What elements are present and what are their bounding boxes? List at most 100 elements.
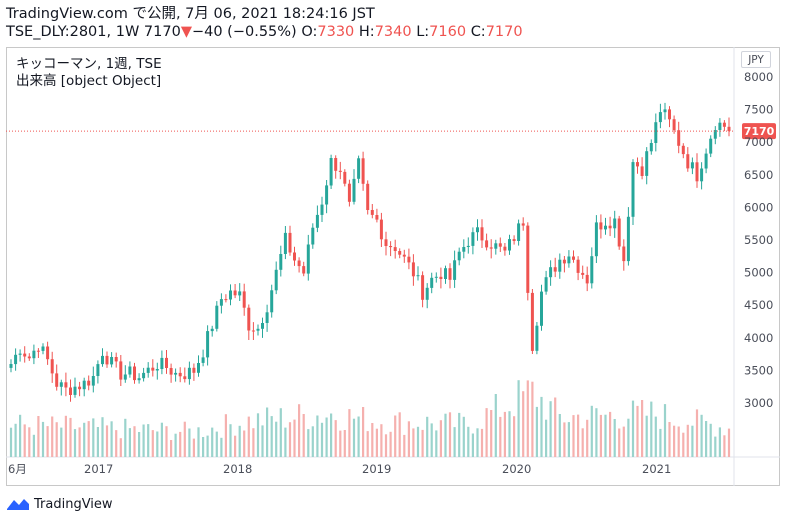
volume-bar (718, 427, 721, 457)
volume-bar (572, 415, 575, 457)
volume-bar (316, 415, 319, 457)
candle-body (672, 119, 676, 131)
volume-bar (133, 426, 136, 457)
candle-body (658, 112, 662, 123)
candle-body (480, 227, 484, 241)
volume-bar (407, 421, 410, 457)
volume-bar (105, 425, 109, 457)
candle-body (201, 357, 205, 363)
candle-body (64, 382, 68, 388)
volume-bar (545, 419, 548, 457)
candle-body (288, 232, 292, 253)
volume-bar (101, 417, 104, 457)
y-tick-label: 7000 (744, 135, 773, 149)
candle-body (137, 378, 141, 381)
candle-body (178, 372, 182, 377)
volume-bar (83, 422, 86, 457)
candle-body (608, 225, 612, 229)
candle-body (649, 143, 653, 152)
volume-bar (439, 420, 442, 457)
candle-body (430, 277, 434, 288)
candle-body (613, 218, 617, 229)
candle-body (229, 290, 232, 300)
candle-body (105, 355, 109, 365)
candle-body (261, 323, 264, 329)
change-down-arrow-icon: ▼ (180, 24, 192, 40)
candle-body (677, 130, 681, 146)
candle-body (654, 122, 658, 143)
x-tick-label: 2018 (223, 462, 252, 476)
y-tick-label: 4500 (744, 298, 773, 312)
candle-body (32, 350, 36, 359)
currency-badge[interactable]: JPY (741, 51, 771, 68)
candle-body (700, 168, 704, 182)
volume-bar (293, 419, 296, 457)
candle-body (384, 239, 388, 246)
chart-canvas[interactable]: 7170 3000 3500 4000 4500 5000 5500 6000 6500 7000… (6, 47, 780, 486)
volume-bar (595, 408, 598, 457)
y-tick-label: 3500 (744, 363, 773, 377)
candle-body (590, 256, 594, 284)
candle-body (361, 158, 365, 184)
volume-bar (503, 411, 506, 457)
volume-bar (46, 426, 49, 457)
candle-body (713, 130, 717, 139)
candle-body (572, 256, 575, 260)
volume-bar (14, 423, 17, 457)
candle-body (421, 275, 425, 300)
volume-bar (275, 421, 278, 457)
volume-bar (270, 416, 273, 457)
candle-body (622, 246, 626, 262)
candle-body (302, 266, 306, 274)
candle-body (329, 158, 333, 186)
candle-body (540, 291, 543, 326)
volume-bar (581, 428, 584, 457)
candle-body (165, 357, 168, 368)
volume-bar (343, 430, 346, 457)
volume-bar (558, 414, 561, 457)
volume-bar (480, 428, 484, 457)
volume-bar (302, 414, 305, 457)
candle-body (27, 356, 31, 359)
volume-bar (462, 416, 465, 457)
candle-body (311, 227, 315, 245)
candle-body (594, 222, 598, 257)
volume-bar (142, 424, 145, 457)
tradingview-footer[interactable]: TradingView (6, 494, 113, 514)
volume-bar (590, 405, 593, 457)
candle-body (704, 153, 708, 169)
candle-body (526, 225, 530, 293)
volume-bar (339, 430, 342, 457)
volume-bar (416, 426, 420, 457)
candle-body (512, 239, 516, 241)
volume-bar (695, 409, 699, 457)
volume-bar (389, 431, 392, 457)
volume-bar (288, 422, 292, 457)
volume-bar (352, 418, 356, 457)
volume-bar (599, 414, 602, 457)
volume-bar (686, 424, 689, 457)
volume-bar (636, 405, 639, 457)
candle-body (398, 251, 402, 255)
volume-bar (124, 418, 127, 457)
volume-bar (508, 411, 511, 457)
candle-body (379, 219, 383, 240)
volume-bar (531, 381, 534, 457)
candle-body (343, 171, 347, 184)
volume-bar (668, 422, 671, 457)
volume-bar (96, 427, 99, 457)
volume-bar (165, 426, 168, 457)
volume-bar (549, 401, 552, 457)
volume-bar (28, 427, 31, 457)
volume-bar (421, 429, 424, 457)
volume-bar (654, 416, 657, 457)
y-tick-label: 6000 (744, 200, 773, 214)
candle-body (133, 366, 136, 381)
volume-bar (430, 423, 433, 457)
volume-bar (170, 440, 173, 457)
candle-body (444, 268, 447, 279)
volume-bar (691, 425, 694, 457)
volume-bar (618, 428, 621, 457)
candle-body (279, 254, 283, 270)
last-price-label: 7170 (744, 125, 775, 138)
